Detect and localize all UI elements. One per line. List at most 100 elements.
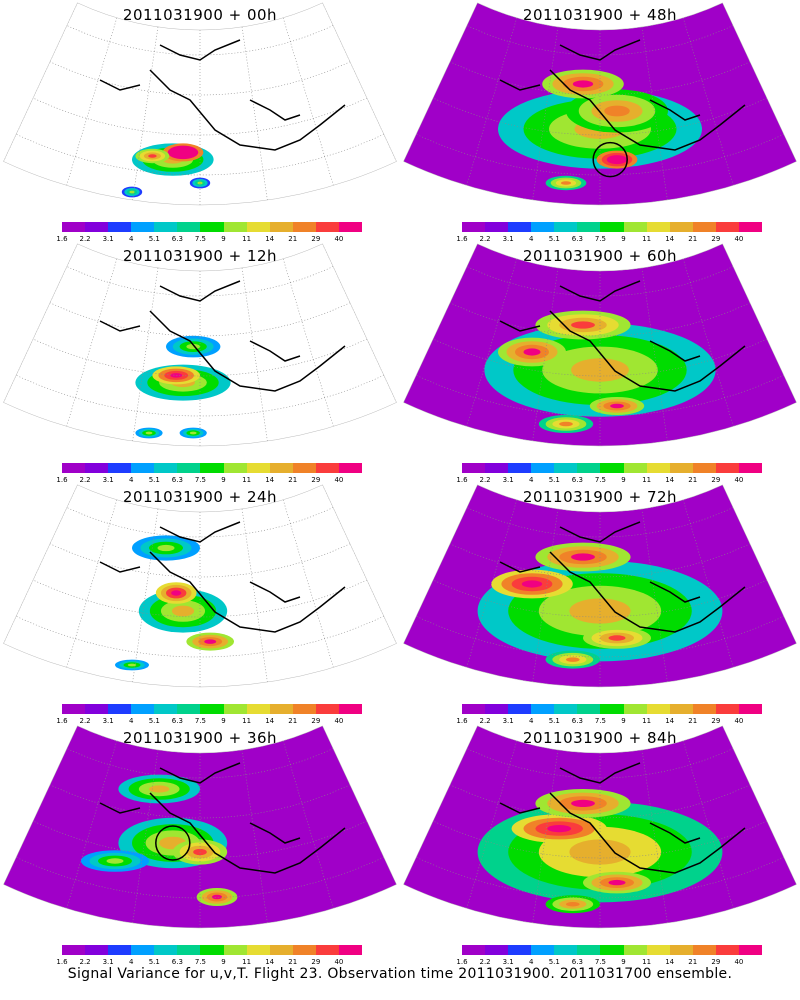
- latitude-line: [66, 25, 334, 56]
- colorbar-segment: [485, 463, 509, 473]
- colorbar-tick-label: 40: [734, 476, 744, 484]
- colorbar-segment: [108, 222, 132, 232]
- colorbar-tick-label: 5.1: [548, 717, 560, 725]
- colorbar-tick-label: 1.6: [456, 717, 468, 725]
- colorbar-segment: [200, 463, 224, 473]
- variance-blob: [571, 321, 595, 329]
- colorbar-segment: [577, 704, 601, 714]
- polar-map: [3, 243, 397, 447]
- latitude-line: [416, 133, 784, 176]
- panel-title: 2011031900 + 72h: [522, 488, 678, 506]
- colorbar-segment: [85, 463, 109, 473]
- colorbar-segment: [62, 704, 86, 714]
- map-panel: 2011031900 + 24h 1.6 2.2 3.1 4 5.1 6.3 7.5 9 11 14…: [0, 482, 400, 727]
- panel-title: 2011031900 + 48h: [522, 6, 678, 24]
- colorbar-tick-label: 21: [688, 476, 698, 484]
- latitude-line: [416, 374, 784, 417]
- colorbar-tick-label: 6.3: [171, 717, 183, 725]
- colorbar-tick-label: 40: [334, 717, 344, 725]
- colorbar-segment: [315, 463, 339, 473]
- colorbar-ticks: 1.6 2.2 3.1 4 5.1 6.3 7.5 9 11 14 21 29 40: [456, 235, 762, 245]
- colorbar-segment: [154, 945, 178, 955]
- colorbar-segment: [246, 463, 270, 473]
- colorbar-tick-label: 40: [334, 476, 344, 484]
- variance-blob: [521, 580, 543, 588]
- colorbar-tick-label: 14: [265, 717, 275, 725]
- colorbar-tick-label: 5.1: [548, 235, 560, 243]
- colorbar-tick-label: 14: [265, 235, 275, 243]
- colorbar-segment: [669, 222, 693, 232]
- colorbar-segment: [200, 222, 224, 232]
- colorbar-tick-label: 6.3: [571, 235, 583, 243]
- variance-blob: [149, 785, 170, 793]
- colorbar-tick-label: 21: [288, 717, 298, 725]
- colorbar-tick-label: 9: [621, 717, 626, 725]
- coastline: [499, 521, 746, 633]
- longitude-line: [66, 17, 118, 186]
- colorbar-tick-label: 4: [528, 476, 534, 484]
- colorbar-tick-label: 2.2: [79, 717, 91, 725]
- colorbar-segment: [223, 463, 247, 473]
- colorbar-segment: [715, 945, 739, 955]
- colorbar-tick-label: 5.1: [548, 958, 560, 966]
- variance-blob: [189, 431, 197, 435]
- colorbar-segment: [315, 704, 339, 714]
- longitude-line: [466, 17, 518, 186]
- colorbar-segment: [485, 704, 509, 714]
- colorbar: [62, 222, 363, 232]
- variance-blob: [604, 105, 630, 117]
- colorbar-segment: [692, 463, 716, 473]
- colorbar-tick-label: 3.1: [502, 476, 514, 484]
- colorbar-tick-label: 21: [688, 717, 698, 725]
- variance-blob: [571, 799, 595, 807]
- variance-blob: [559, 421, 573, 427]
- colorbar-segment: [508, 463, 532, 473]
- colorbar-tick-label: 1.6: [56, 958, 68, 966]
- colorbar-segment: [315, 222, 339, 232]
- colorbar-tick-label: 40: [334, 958, 344, 966]
- latitude-line: [466, 748, 734, 779]
- coastline: [499, 762, 746, 874]
- colorbar-tick-label: 11: [642, 717, 652, 725]
- latitude-line: [66, 266, 334, 297]
- coastline: [99, 521, 346, 633]
- colorbar-segment: [154, 222, 178, 232]
- map-panel: 2011031900 + 12h 1.6 2.2 3.1 4 5.1 6.3 7.5 9 11 14…: [0, 241, 400, 486]
- colorbar-tick-label: 14: [665, 476, 675, 484]
- variance-blob: [608, 635, 626, 641]
- longitude-line: [466, 499, 518, 668]
- colorbar-tick-label: 1.6: [456, 235, 468, 243]
- colorbar-tick-label: 4: [128, 235, 134, 243]
- variance-blob: [608, 879, 626, 886]
- variance-blob: [566, 657, 580, 662]
- colorbar-tick-label: 6.3: [171, 958, 183, 966]
- latitude-line: [66, 507, 334, 538]
- colorbar-ticks: 1.6 2.2 3.1 4 5.1 6.3 7.5 9 11 14 21 29 40: [456, 958, 762, 968]
- longitude-line: [66, 740, 118, 909]
- longitude-line: [282, 258, 334, 427]
- colorbar-ticks: 1.6 2.2 3.1 4 5.1 6.3 7.5 9 11 14 21 29 40: [56, 476, 362, 486]
- colorbar-ticks: 1.6 2.2 3.1 4 5.1 6.3 7.5 9 11 14 21 29 40: [56, 235, 362, 245]
- colorbar-segment: [600, 222, 624, 232]
- target-circle: [592, 141, 628, 178]
- colorbar-segment: [246, 222, 270, 232]
- polar-map: [403, 484, 797, 688]
- colorbar-tick-label: 11: [642, 235, 652, 243]
- colorbar-tick-label: 6.3: [571, 717, 583, 725]
- colorbar-tick-label: 7.5: [594, 235, 607, 243]
- colorbar-tick-label: 4: [528, 958, 534, 966]
- variance-blob: [145, 431, 153, 435]
- colorbar-segment: [600, 945, 624, 955]
- polar-map: [3, 484, 397, 688]
- map-panel: 2011031900 + 60h 1.6 2.2 3.1 4 5.1 6.3 7.5 9 11 14…: [400, 241, 800, 486]
- colorbar-tick-label: 9: [221, 235, 226, 243]
- colorbar-segment: [669, 463, 693, 473]
- colorbar-segment: [223, 945, 247, 955]
- colorbar-tick-label: 6.3: [171, 235, 183, 243]
- colorbar-segment: [508, 704, 532, 714]
- colorbar-segment: [462, 463, 486, 473]
- colorbar-segment: [85, 704, 109, 714]
- latitude-line: [466, 25, 734, 56]
- colorbar-tick-label: 11: [242, 235, 252, 243]
- coastline: [99, 280, 346, 392]
